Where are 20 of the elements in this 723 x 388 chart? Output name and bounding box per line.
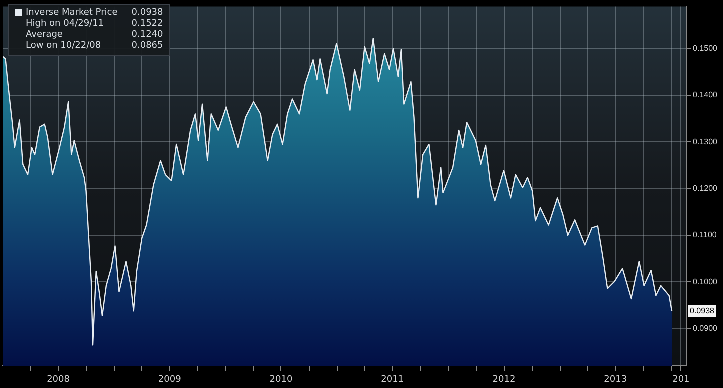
- text: Average 0.1240: [26, 30, 164, 40]
- y-tick-label: 0.0900: [693, 324, 718, 334]
- x-tick-label: 2008: [47, 374, 70, 385]
- text: High on 04/29/11 0.1522: [26, 19, 164, 29]
- y-tick-label: 0.1400: [693, 90, 718, 100]
- x-tick-label: 2013: [604, 374, 628, 385]
- y-tick-label: 0.1500: [693, 44, 718, 54]
- y-tick-label: 0.1000: [693, 277, 718, 286]
- legend-label: Inverse Market Price: [25, 8, 118, 19]
- x-tick-label: 2010: [270, 374, 293, 385]
- text: 0.0938: [132, 8, 164, 18]
- x-tick-label: 2012: [492, 374, 516, 385]
- y-tick-label: 0.1100: [693, 230, 718, 240]
- y-tick-label: 0.1300: [693, 137, 718, 146]
- y-tick-label: 0.1200: [693, 184, 718, 194]
- annotation: 0.0938: [690, 306, 716, 316]
- x-tick-label: 201: [672, 374, 690, 385]
- text: Low on 10/22/08 0.0865: [26, 41, 164, 51]
- x-tick-label: 2011: [381, 374, 404, 385]
- x-tick-label: 2009: [158, 374, 182, 385]
